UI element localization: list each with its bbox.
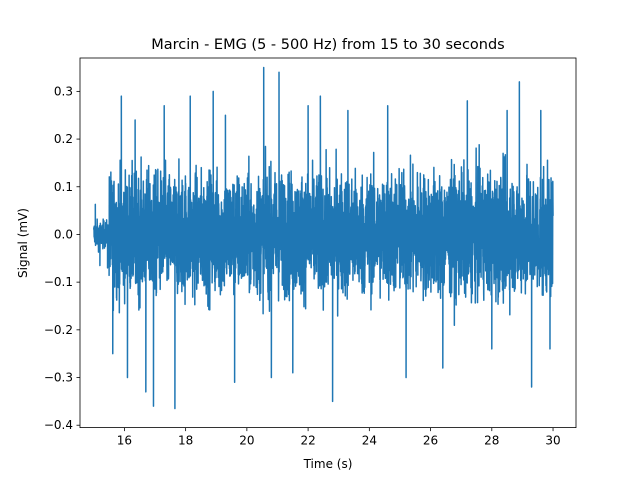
y-axis-label: Signal (mV) (16, 208, 30, 278)
y-tick-label: 0.3 (54, 84, 73, 98)
x-tick-label: 30 (545, 434, 560, 448)
x-tick-label: 26 (423, 434, 438, 448)
y-tick-label: −0.3 (44, 371, 73, 385)
x-tick-label: 18 (178, 434, 193, 448)
x-axis-label: Time (s) (303, 457, 353, 471)
y-tick-label: −0.1 (44, 275, 73, 289)
x-tick-label: 24 (362, 434, 377, 448)
y-tick-label: 0.0 (54, 227, 73, 241)
emg-signal-line (93, 66, 554, 410)
y-axis: −0.4 −0.3 −0.2 −0.1 0.0 0.1 0.2 0.3 (44, 84, 80, 432)
y-tick-label: −0.4 (44, 418, 73, 432)
x-tick-label: 28 (484, 434, 499, 448)
chart-title: Marcin - EMG (5 - 500 Hz) from 15 to 30 … (151, 37, 505, 53)
x-tick-label: 20 (239, 434, 254, 448)
x-tick-label: 22 (300, 434, 315, 448)
plot-frame (79, 57, 577, 429)
x-axis: 16 18 20 22 24 26 28 30 (117, 427, 561, 448)
x-tick-label: 16 (117, 434, 132, 448)
y-tick-label: −0.2 (44, 323, 73, 337)
plot-area (93, 66, 554, 410)
y-tick-label: 0.2 (54, 132, 73, 146)
y-tick-label: 0.1 (54, 180, 73, 194)
